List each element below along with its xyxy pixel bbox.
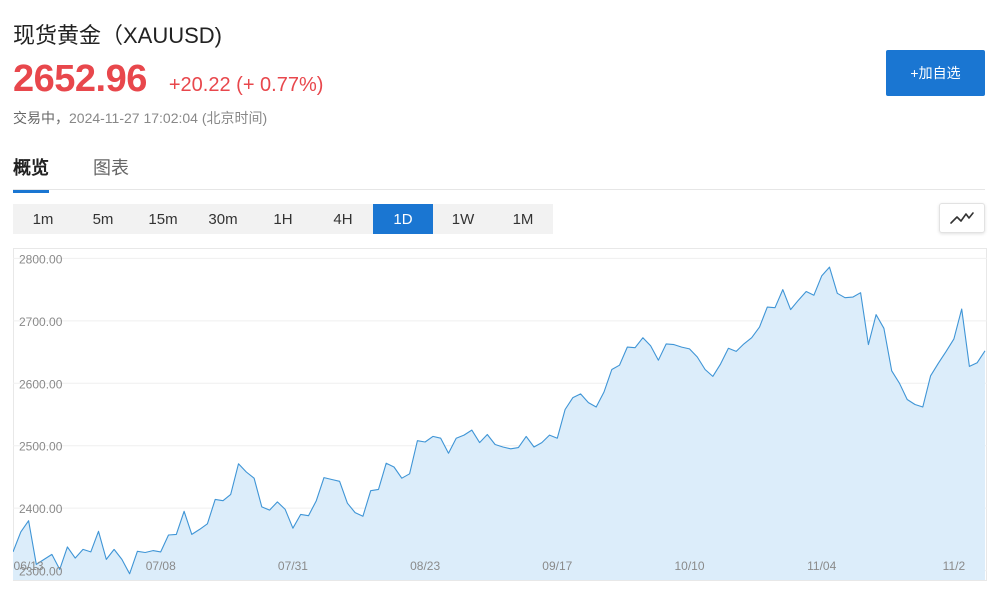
timestamp: 2024-11-27 17:02:04 (北京时间) — [69, 110, 268, 126]
tab-divider — [13, 189, 985, 190]
page-title: 现货黄金（XAUUSD) — [13, 23, 223, 48]
y-tick-label: 2300.00 — [19, 565, 63, 579]
line-chart-icon — [950, 212, 974, 224]
chart-type-toggle[interactable] — [939, 203, 985, 233]
period-selector: 1m 5m 15m 30m 1H 4H 1D 1W 1M — [13, 204, 553, 234]
price-chart-svg: 2800.00 2700.00 2600.00 2500.00 2400.00 2300.… — [13, 248, 987, 581]
price-line — [13, 266, 986, 575]
y-tick-label: 2400.00 — [19, 502, 63, 516]
period-4h[interactable]: 4H — [313, 204, 373, 234]
x-tick-label: 10/10 — [674, 559, 704, 573]
add-to-watchlist-button[interactable]: +加自选 — [886, 50, 985, 96]
chart-frame — [13, 248, 987, 581]
tab-overview[interactable]: 概览 — [13, 152, 49, 193]
period-1d[interactable]: 1D — [373, 204, 433, 234]
x-tick-label: 09/17 — [542, 559, 572, 573]
x-tick-label: 06/13 — [14, 559, 44, 573]
period-15m[interactable]: 15m — [133, 204, 193, 234]
current-price: 2652.96 — [13, 58, 147, 100]
period-30m[interactable]: 30m — [193, 204, 253, 234]
x-tick-label: 07/08 — [146, 559, 176, 573]
x-tick-label: 08/23 — [410, 559, 440, 573]
chart-labels: 2800.00 2700.00 2600.00 2500.00 2400.00 2300.… — [14, 252, 966, 578]
period-1m[interactable]: 1m — [13, 204, 73, 234]
price-chart: 2800.00 2700.00 2600.00 2500.00 2400.00 2300.… — [13, 248, 987, 581]
period-5m[interactable]: 5m — [73, 204, 133, 234]
price-area — [13, 267, 985, 580]
price-change: +20.22 (+ 0.77%) — [168, 74, 324, 96]
tab-chart[interactable]: 图表 — [93, 158, 129, 178]
y-tick-label: 2700.00 — [19, 315, 63, 329]
period-1mo[interactable]: 1M — [493, 204, 553, 234]
x-tick-label: 11/04 — [807, 559, 836, 573]
price-row: 2652.96 +20.22 (+ 0.77%) — [13, 58, 323, 101]
y-tick-label: 2500.00 — [19, 440, 63, 454]
chart-plot — [13, 266, 986, 580]
period-1w[interactable]: 1W — [433, 204, 493, 234]
status-label: 交易中， — [13, 110, 69, 126]
y-tick-label: 2600.00 — [19, 377, 63, 391]
tab-bar: 概览 图表 — [13, 152, 173, 193]
period-1h[interactable]: 1H — [253, 204, 313, 234]
x-tick-label: 11/2 — [943, 559, 966, 573]
y-tick-label: 2800.00 — [19, 252, 63, 266]
trading-status: 交易中，2024-11-27 17:02:04 (北京时间) — [13, 108, 267, 128]
x-tick-label: 07/31 — [278, 559, 308, 573]
